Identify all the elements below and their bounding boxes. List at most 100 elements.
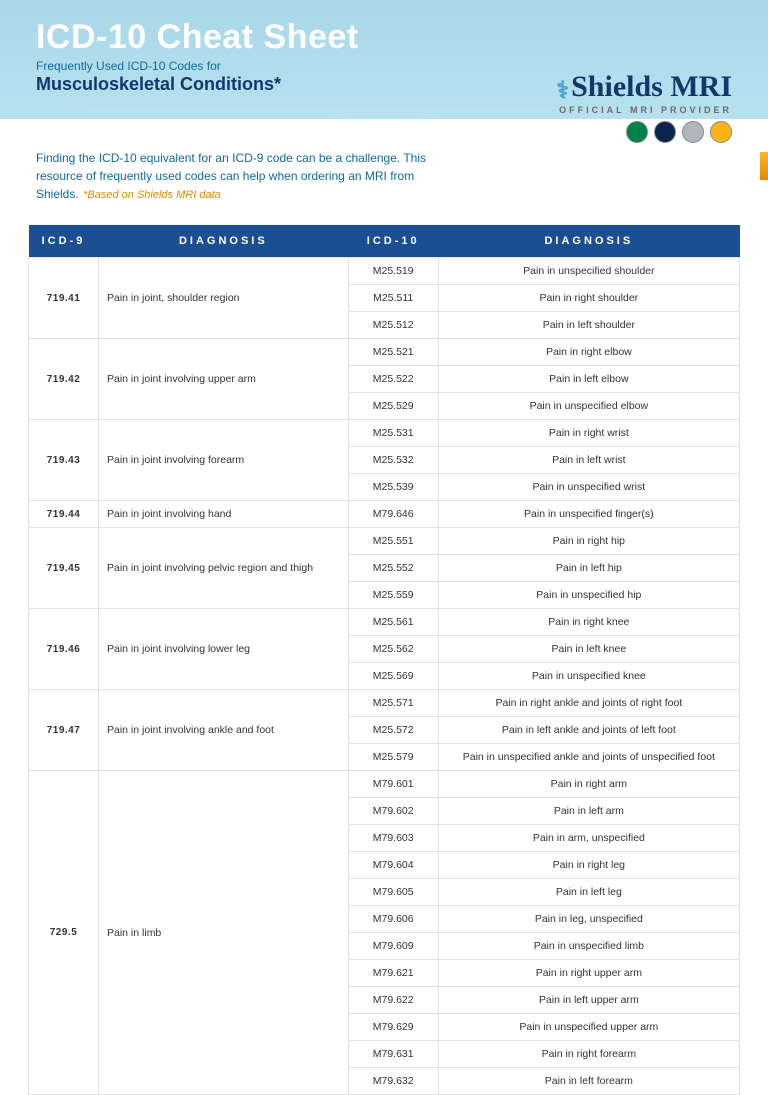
cell-icd10: M25.512 [348,312,438,339]
cell-icd10: M25.532 [348,447,438,474]
cell-diag10: Pain in unspecified elbow [438,393,739,420]
brand-tagline: OFFICIAL MRI PROVIDER [556,105,732,115]
intro-block: Finding the ICD-10 equivalent for an ICD… [0,119,480,215]
cell-icd10: M79.629 [348,1014,438,1041]
cell-diag9: Pain in joint involving pelvic region an… [99,528,349,609]
cell-diag10: Pain in left knee [438,636,739,663]
cell-icd10: M25.561 [348,609,438,636]
table-row: 719.42Pain in joint involving upper armM… [29,339,740,366]
cell-icd10: M79.601 [348,771,438,798]
cell-diag9: Pain in limb [99,771,349,1095]
cell-diag9: Pain in joint involving hand [99,501,349,528]
cell-diag10: Pain in unspecified wrist [438,474,739,501]
cell-diag10: Pain in left shoulder [438,312,739,339]
cell-diag10: Pain in unspecified finger(s) [438,501,739,528]
cell-diag10: Pain in right hip [438,528,739,555]
team-icons-row [556,121,732,143]
cell-diag10: Pain in left forearm [438,1068,739,1095]
cell-diag9: Pain in joint involving upper arm [99,339,349,420]
cell-diag10: Pain in unspecified upper arm [438,1014,739,1041]
cell-icd10: M25.511 [348,285,438,312]
page: ICD-10 Cheat Sheet Frequently Used ICD-1… [0,0,768,1095]
cell-icd9: 729.5 [29,771,99,1095]
cell-icd10: M25.552 [348,555,438,582]
cell-diag10: Pain in left ankle and joints of left fo… [438,717,739,744]
cell-icd10: M79.622 [348,987,438,1014]
brand-name: ⚕Shields MRI [556,72,732,103]
cell-diag10: Pain in right leg [438,852,739,879]
brand-block: ⚕Shields MRI OFFICIAL MRI PROVIDER [556,72,732,143]
cell-icd10: M25.529 [348,393,438,420]
col-diag10: DIAGNOSIS [438,225,739,258]
cell-icd10: M25.519 [348,258,438,285]
team-icon [654,121,676,143]
cell-diag10: Pain in right ankle and joints of right … [438,690,739,717]
cell-icd10: M79.602 [348,798,438,825]
col-icd9: ICD-9 [29,225,99,258]
cell-icd10: M79.609 [348,933,438,960]
cell-diag9: Pain in joint, shoulder region [99,258,349,339]
table-header-row: ICD-9 DIAGNOSIS ICD-10 DIAGNOSIS [29,225,740,258]
cell-icd10: M79.604 [348,852,438,879]
cell-diag10: Pain in right upper arm [438,960,739,987]
cell-icd10: M79.621 [348,960,438,987]
cell-icd10: M25.572 [348,717,438,744]
team-icon [682,121,704,143]
cell-diag10: Pain in leg, unspecified [438,906,739,933]
cell-diag10: Pain in left elbow [438,366,739,393]
cell-icd10: M25.571 [348,690,438,717]
side-accent [760,152,768,180]
table-row: 719.46Pain in joint involving lower legM… [29,609,740,636]
cell-diag9: Pain in joint involving lower leg [99,609,349,690]
brand-name-text: Shields MRI [571,70,732,103]
cell-diag10: Pain in unspecified shoulder [438,258,739,285]
cell-diag10: Pain in right elbow [438,339,739,366]
cell-diag10: Pain in unspecified knee [438,663,739,690]
cell-diag10: Pain in right wrist [438,420,739,447]
cell-diag10: Pain in unspecified ankle and joints of … [438,744,739,771]
cell-diag10: Pain in right forearm [438,1041,739,1068]
codes-table: ICD-9 DIAGNOSIS ICD-10 DIAGNOSIS 719.41P… [28,225,740,1095]
caduceus-icon: ⚕ [556,79,569,103]
table-row: 719.45Pain in joint involving pelvic reg… [29,528,740,555]
cell-diag10: Pain in left leg [438,879,739,906]
table-row: 719.47Pain in joint involving ankle and … [29,690,740,717]
col-diag9: DIAGNOSIS [99,225,349,258]
cell-icd10: M25.579 [348,744,438,771]
cell-diag10: Pain in unspecified hip [438,582,739,609]
table-row: 719.44Pain in joint involving handM79.64… [29,501,740,528]
intro-note: *Based on Shields MRI data [83,189,221,201]
col-icd10: ICD-10 [348,225,438,258]
table-row: 729.5Pain in limbM79.601Pain in right ar… [29,771,740,798]
cell-diag9: Pain in joint involving ankle and foot [99,690,349,771]
cell-icd9: 719.45 [29,528,99,609]
cell-icd10: M79.631 [348,1041,438,1068]
cell-diag10: Pain in arm, unspecified [438,825,739,852]
cell-icd9: 719.43 [29,420,99,501]
cell-icd9: 719.41 [29,258,99,339]
cell-diag10: Pain in right arm [438,771,739,798]
cell-icd10: M25.539 [348,474,438,501]
cell-icd10: M79.646 [348,501,438,528]
cell-icd10: M79.606 [348,906,438,933]
cell-icd10: M79.605 [348,879,438,906]
cell-icd10: M25.569 [348,663,438,690]
page-title: ICD-10 Cheat Sheet [36,18,732,57]
cell-icd10: M25.562 [348,636,438,663]
cell-diag10: Pain in left upper arm [438,987,739,1014]
team-icon [710,121,732,143]
cell-icd9: 719.42 [29,339,99,420]
cell-diag10: Pain in right knee [438,609,739,636]
cell-icd10: M79.632 [348,1068,438,1095]
table-row: 719.43Pain in joint involving forearmM25… [29,420,740,447]
cell-icd9: 719.47 [29,690,99,771]
cell-diag10: Pain in left hip [438,555,739,582]
cell-icd10: M25.531 [348,420,438,447]
cell-icd10: M25.522 [348,366,438,393]
cell-icd10: M25.521 [348,339,438,366]
cell-diag10: Pain in unspecified limb [438,933,739,960]
cell-diag9: Pain in joint involving forearm [99,420,349,501]
cell-icd9: 719.46 [29,609,99,690]
cell-icd9: 719.44 [29,501,99,528]
cell-icd10: M25.559 [348,582,438,609]
